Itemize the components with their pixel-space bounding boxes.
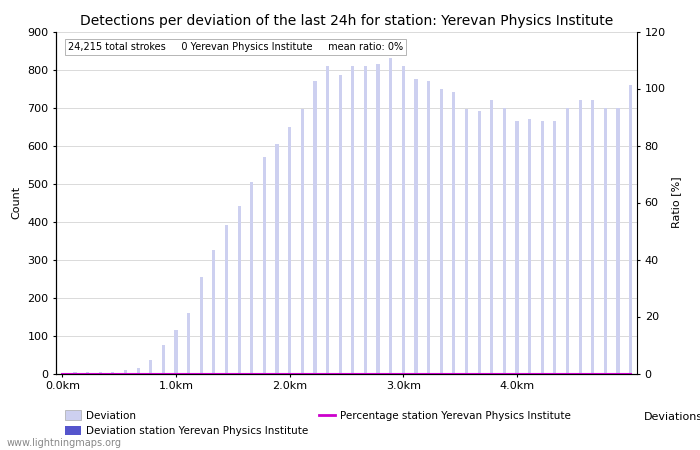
Bar xyxy=(262,157,266,374)
Bar xyxy=(440,89,443,374)
Bar xyxy=(212,250,216,374)
Text: www.lightningmaps.org: www.lightningmaps.org xyxy=(7,438,122,448)
Bar xyxy=(528,119,531,374)
Bar xyxy=(351,66,354,373)
Text: Deviations: Deviations xyxy=(644,412,700,422)
Bar xyxy=(162,345,165,374)
Bar xyxy=(111,372,114,374)
Bar xyxy=(389,58,392,374)
Bar xyxy=(414,79,417,373)
Bar xyxy=(503,108,506,374)
Bar xyxy=(364,66,367,373)
Bar xyxy=(301,109,304,374)
Bar xyxy=(124,370,127,374)
Bar xyxy=(326,66,329,373)
Bar xyxy=(199,277,203,374)
Bar xyxy=(149,360,153,373)
Bar xyxy=(276,144,279,374)
Bar xyxy=(465,109,468,374)
Bar xyxy=(540,121,544,374)
Bar xyxy=(477,111,481,374)
Bar xyxy=(553,121,556,374)
Bar xyxy=(237,206,241,374)
Bar xyxy=(617,108,620,374)
Y-axis label: Count: Count xyxy=(12,186,22,219)
Bar xyxy=(74,372,76,374)
Bar xyxy=(579,100,582,374)
Y-axis label: Ratio [%]: Ratio [%] xyxy=(671,177,681,228)
Bar xyxy=(490,100,493,374)
Bar xyxy=(99,372,101,374)
Bar xyxy=(377,64,379,373)
Bar xyxy=(136,368,140,374)
Bar xyxy=(629,85,632,374)
Bar xyxy=(566,108,569,374)
Title: Detections per deviation of the last 24h for station: Yerevan Physics Institute: Detections per deviation of the last 24h… xyxy=(80,14,613,27)
Bar xyxy=(314,81,316,373)
Bar xyxy=(515,121,519,374)
Bar xyxy=(339,75,342,374)
Bar xyxy=(592,100,594,374)
Bar xyxy=(86,372,89,374)
Bar xyxy=(604,108,607,374)
Legend: Deviation, Deviation station Yerevan Physics Institute, Percentage station Yerev: Deviation, Deviation station Yerevan Phy… xyxy=(61,406,575,440)
Text: 24,215 total strokes     0 Yerevan Physics Institute     mean ratio: 0%: 24,215 total strokes 0 Yerevan Physics I… xyxy=(68,42,402,52)
Bar xyxy=(402,66,405,373)
Bar xyxy=(225,225,228,374)
Bar xyxy=(427,81,430,373)
Bar xyxy=(250,182,253,374)
Bar xyxy=(452,92,456,374)
Bar xyxy=(187,313,190,374)
Bar xyxy=(288,126,291,374)
Bar xyxy=(174,330,178,373)
